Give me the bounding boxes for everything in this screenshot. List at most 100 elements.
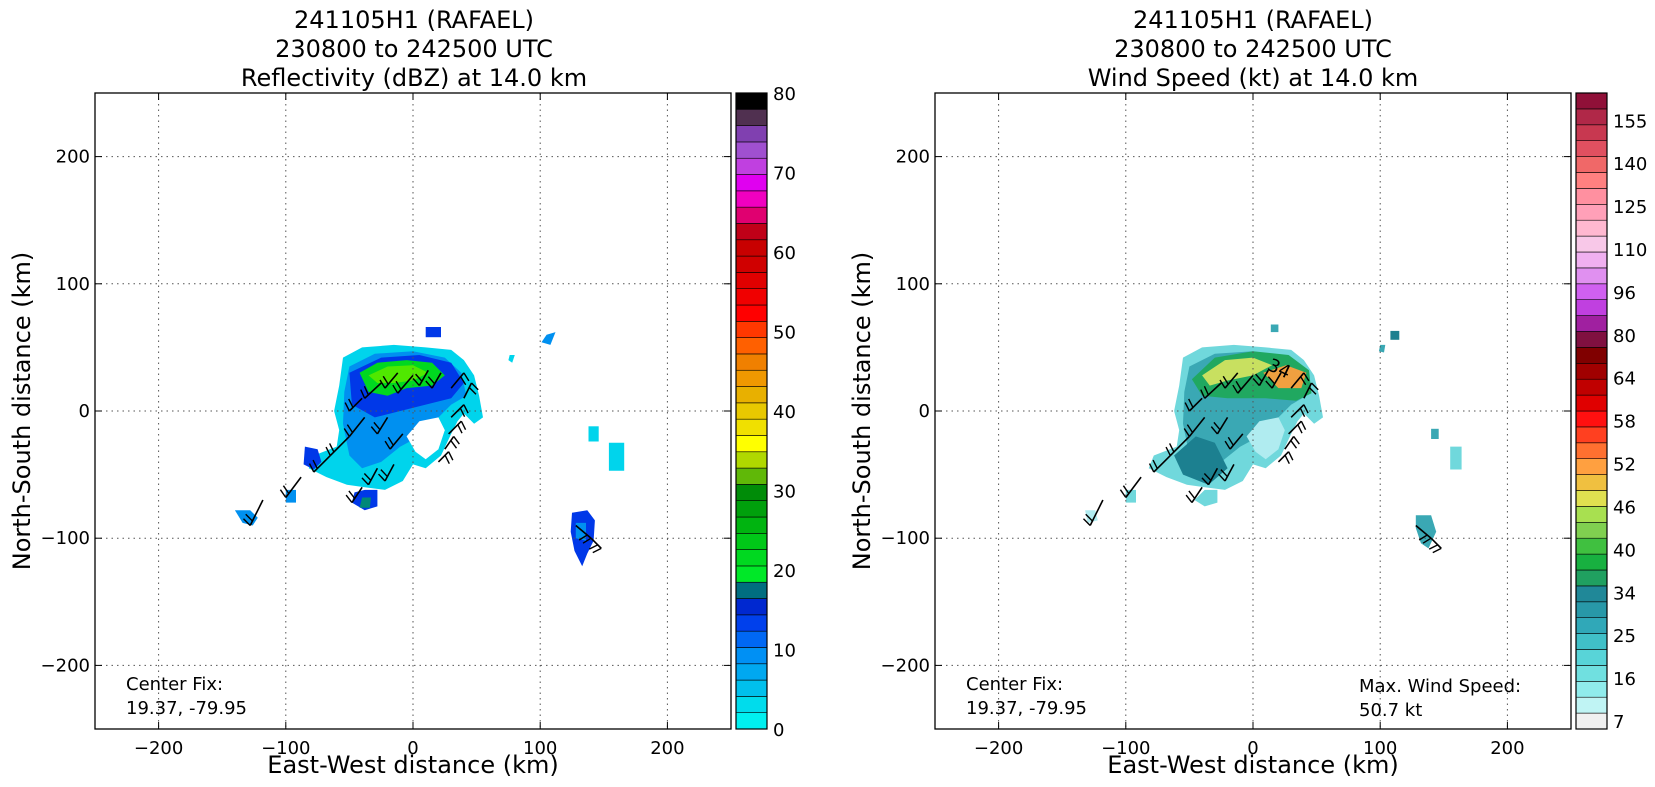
barb-feather — [370, 426, 378, 435]
x-tick-label: 0 — [407, 738, 418, 759]
colorbar-segment — [1575, 172, 1608, 189]
plot1-ylabel: North-South distance (km) — [8, 252, 36, 571]
colorbar-segment — [1575, 283, 1608, 300]
barb-feather — [325, 446, 331, 456]
barb-staff — [1204, 382, 1222, 399]
barb-staff — [351, 486, 363, 504]
colorbar-segment — [1575, 347, 1608, 364]
barb-feather — [1203, 472, 1212, 481]
colorbar-tick-label: 25 — [1613, 626, 1636, 647]
wind-barb — [279, 476, 302, 498]
colorbar-segment — [735, 467, 768, 485]
colorbar-segment — [1575, 188, 1608, 205]
wind-gap — [1246, 417, 1285, 460]
colorbar-segment — [735, 239, 768, 257]
barb-feather — [447, 451, 454, 461]
barb-staff — [1207, 467, 1219, 486]
barb-staff — [348, 397, 363, 412]
barb-feather — [1119, 489, 1127, 498]
wind-barb — [1148, 454, 1171, 473]
colorbar-segment — [735, 630, 768, 648]
colorbar-tick-label: 20 — [773, 561, 796, 582]
colorbar-segment — [735, 141, 768, 159]
wind-barb — [412, 369, 429, 387]
barb-feather — [1201, 477, 1209, 486]
barb-staff — [397, 374, 414, 394]
barb-feather — [1308, 386, 1317, 395]
wind-barb — [575, 524, 592, 544]
barb-staff — [1237, 374, 1254, 394]
x-tick-label: 0 — [1247, 738, 1258, 759]
barb-feather — [1085, 513, 1093, 522]
barb-feather — [471, 382, 479, 391]
colorbar-segment — [735, 304, 768, 322]
barb-feather — [1252, 377, 1260, 387]
colorbar-segment — [1575, 267, 1608, 285]
echo-cell — [541, 332, 556, 345]
colorbar-tick-label: 50 — [773, 323, 796, 344]
echo-cell — [359, 497, 371, 508]
barb-feather — [395, 380, 402, 390]
barb-feather — [363, 385, 369, 396]
colorbar-segment — [735, 418, 768, 436]
colorbar-segment — [1575, 617, 1608, 634]
barb-feather — [348, 398, 354, 408]
wind-barb — [1415, 524, 1432, 544]
wind-barb — [450, 404, 469, 418]
barb-staff — [1229, 433, 1244, 450]
barb-feather — [1168, 443, 1175, 453]
colorbar-tick-label: 34 — [1613, 583, 1636, 604]
wind-barb — [242, 499, 264, 526]
plot2-ylabel: North-South distance (km) — [848, 252, 876, 571]
barb-feather — [1213, 421, 1221, 431]
barb-feather — [1235, 380, 1242, 390]
barb-feather — [373, 421, 381, 431]
wind-barb — [437, 451, 454, 465]
colorbar-segment — [1575, 378, 1608, 396]
wind-barb — [1428, 537, 1442, 554]
plot2-grid — [935, 93, 1571, 729]
barb-staff — [1415, 524, 1432, 539]
colorbar-segment — [1575, 426, 1608, 444]
barb-staff — [1303, 382, 1313, 399]
reflectivity-field — [234, 327, 625, 567]
barb-feather — [1122, 485, 1130, 494]
plot1-wind-barbs — [242, 369, 602, 554]
barb-feather — [425, 380, 433, 389]
colorbar-segment — [735, 451, 768, 469]
colorbar-segment — [735, 125, 768, 143]
panel2-title-line1: 241105H1 (RAFAEL) — [1133, 6, 1373, 34]
barb-feather — [378, 473, 386, 482]
colorbar-tick-label: 64 — [1613, 369, 1636, 390]
plot1-center-fix-value: 19.37, -79.95 — [126, 698, 247, 719]
barb-staff — [389, 433, 404, 450]
barb-staff — [1224, 464, 1235, 482]
barb-feather — [1255, 373, 1263, 382]
colorbar-segment — [735, 549, 768, 567]
barb-staff — [364, 382, 382, 399]
colorbar-segment — [1575, 204, 1608, 221]
wind-barb — [1184, 397, 1203, 412]
colorbar-frame — [1575, 92, 1608, 730]
wind-cell — [1431, 428, 1439, 439]
colorbar-segment — [735, 598, 768, 616]
barb-feather — [312, 459, 318, 469]
colorbar-segment — [735, 353, 768, 371]
plot2-max-wind-label: Max. Wind Speed: — [1359, 676, 1521, 697]
wind-barb — [1219, 372, 1239, 389]
x-tick-label: 100 — [1363, 738, 1397, 759]
barb-staff — [1089, 499, 1104, 526]
panel1-title-line2: 230800 to 242500 UTC — [275, 35, 553, 63]
colorbar-segment — [735, 696, 768, 713]
colorbar-segment — [735, 223, 768, 241]
barb-staff — [1277, 451, 1290, 463]
wind-barb — [392, 374, 414, 394]
colorbar-tick-label: 58 — [1613, 412, 1636, 433]
barb-staff — [463, 382, 473, 399]
x-tick-label: 200 — [1490, 738, 1524, 759]
plot2-max-wind-value: 50.7 kt — [1359, 700, 1422, 721]
plot2-center-fix-value: 19.37, -79.95 — [966, 698, 1087, 719]
barb-feather — [346, 424, 354, 433]
barb-feather — [1227, 436, 1234, 446]
colorbar-segment — [735, 516, 768, 534]
